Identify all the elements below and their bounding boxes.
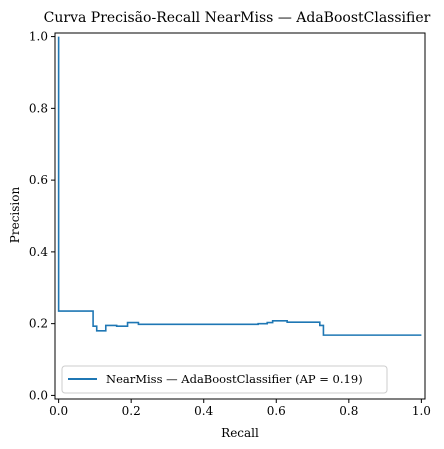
legend-label: NearMiss — AdaBoostClassifier (AP = 0.19… xyxy=(106,372,363,386)
x-axis-label: Recall xyxy=(221,426,259,440)
x-tick-label-3: 0.6 xyxy=(267,404,286,418)
y-tick-label-0: 0.0 xyxy=(29,388,48,402)
y-axis-label: Precision xyxy=(8,187,22,244)
x-tick-label-4: 0.8 xyxy=(339,404,358,418)
x-tick-label-0: 0.0 xyxy=(49,404,68,418)
y-tick-label-1: 0.2 xyxy=(29,317,48,331)
axes-frame xyxy=(54,32,426,400)
legend: NearMiss — AdaBoostClassifier (AP = 0.19… xyxy=(61,365,388,394)
y-tick-label-5: 1.0 xyxy=(29,30,48,44)
x-tick-label-2: 0.4 xyxy=(194,404,213,418)
x-tick-label-5: 1.0 xyxy=(412,404,431,418)
plot-area: 0.0 0.2 0.4 0.6 0.8 1.0 0.0 0.2 0.4 0.6 0.8 1.0 xyxy=(29,30,431,418)
pr-curve-line-0 xyxy=(57,36,422,336)
x-tick-label-1: 0.2 xyxy=(122,404,141,418)
legend-frame xyxy=(61,365,388,394)
chart-title: Curva Precisão-Recall NearMiss — AdaBoos… xyxy=(44,10,431,26)
y-tick-label-2: 0.4 xyxy=(29,245,48,259)
y-tick-label-4: 0.8 xyxy=(29,101,48,115)
y-tick-label-3: 0.6 xyxy=(29,173,48,187)
